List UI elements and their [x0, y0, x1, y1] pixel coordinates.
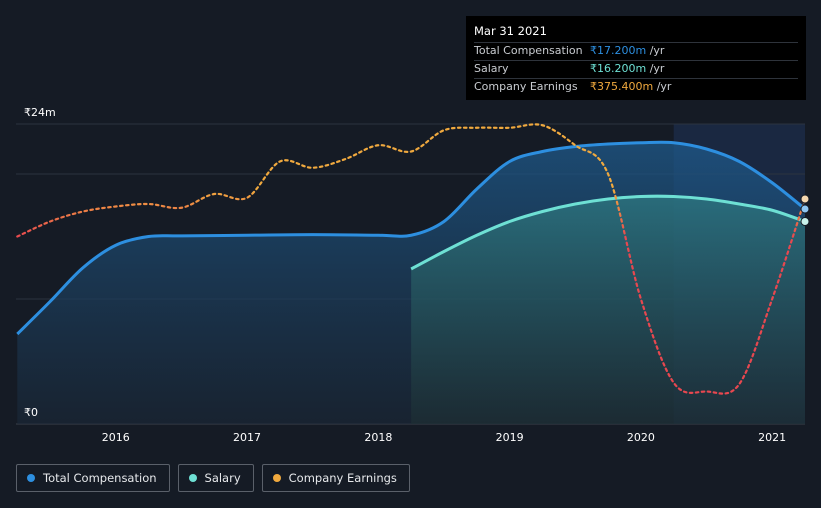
x-tick-label: 2017 [233, 431, 261, 444]
salary-line [410, 194, 806, 271]
salary-area [411, 196, 805, 424]
legend-dot-icon [272, 474, 281, 482]
company-earnings-end-point [800, 194, 810, 204]
tooltip-row-total-compensation: Total Compensation ₹17.200m /yr [474, 43, 798, 61]
x-tick-label: 2019 [496, 431, 524, 444]
tooltip-label: Total Compensation [474, 44, 583, 57]
salary-end-point [800, 217, 810, 226]
legend-label: Salary [204, 471, 241, 485]
tooltip-row-salary: Salary ₹16.200m /yr [474, 61, 798, 79]
tooltip-date: Mar 31 2021 [474, 22, 798, 43]
legend-item-company-earnings[interactable]: Company Earnings [261, 464, 410, 492]
legend-item-salary[interactable]: Salary [177, 464, 254, 492]
x-tick-label: 2018 [364, 431, 392, 444]
legend-label: Company Earnings [288, 471, 397, 485]
total-compensation-line [16, 140, 806, 336]
chart-tooltip: Mar 31 2021 Total Compensation ₹17.200m … [466, 16, 806, 100]
legend-dot-icon [188, 474, 197, 482]
total-compensation-end-point [800, 204, 810, 214]
legend-item-total-compensation[interactable]: Total Compensation [16, 464, 170, 492]
x-tick-label: 2016 [102, 431, 130, 444]
tooltip-label: Salary [474, 62, 509, 75]
legend-label: Total Compensation [43, 471, 157, 485]
x-tick-label: 2020 [627, 431, 655, 444]
y-axis-bottom-label: ₹0 [24, 406, 38, 419]
tooltip-label: Company Earnings [474, 80, 578, 93]
tooltip-value: ₹375.400m /yr [590, 80, 672, 93]
company-earnings-line [16, 123, 807, 395]
tooltip-value: ₹16.200m /yr [590, 62, 665, 75]
y-axis-top-label: ₹24m [24, 106, 56, 119]
legend-dot-icon [27, 474, 35, 482]
chart-legend: Total Compensation Salary Company Earnin… [16, 464, 410, 492]
x-tick-label: 2021 [758, 431, 786, 444]
tooltip-row-company-earnings: Company Earnings ₹375.400m /yr [474, 79, 798, 96]
tooltip-value: ₹17.200m /yr [590, 44, 665, 57]
